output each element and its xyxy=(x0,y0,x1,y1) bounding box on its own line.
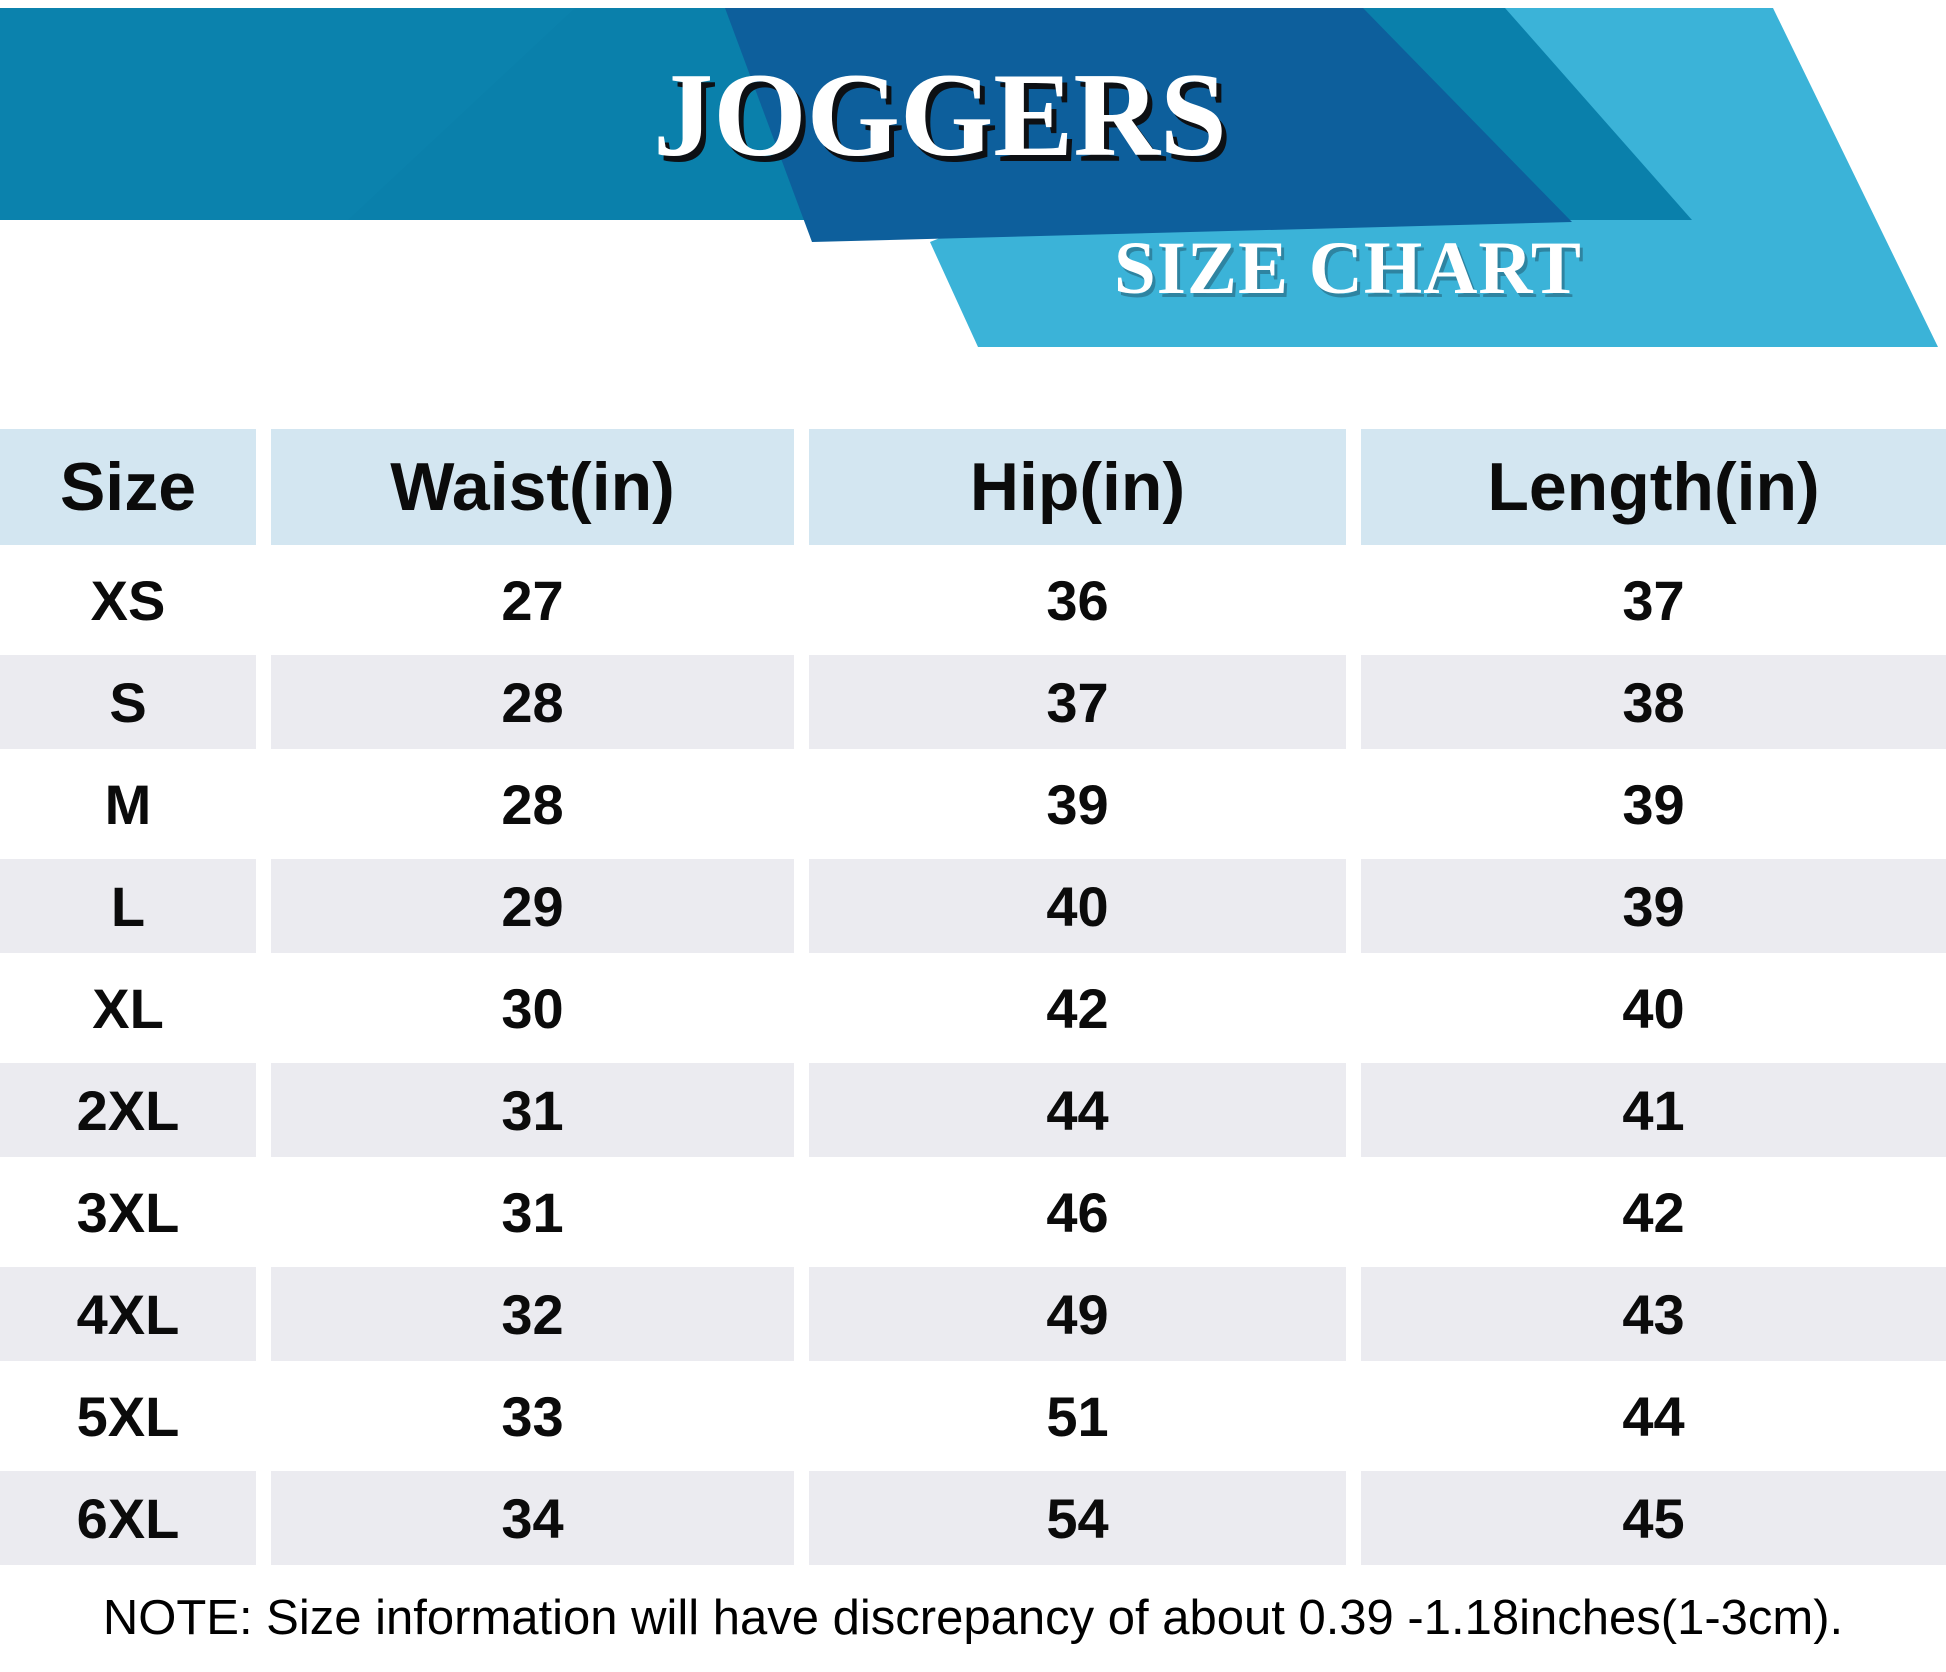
dark-ribbon-shape xyxy=(725,8,1572,242)
column-header-size: Size xyxy=(0,429,256,545)
length-cell: 45 xyxy=(1361,1471,1946,1565)
waist-cell: 31 xyxy=(271,1063,794,1157)
waist-cell: 30 xyxy=(271,961,794,1055)
waist-cell: 31 xyxy=(271,1165,794,1259)
size-chart-table: Size Waist(in) Hip(in) Length(in) XS 27 … xyxy=(0,429,1946,1565)
page-subtitle: SIZE CHART xyxy=(1114,227,1582,310)
waist-cell: 29 xyxy=(271,859,794,953)
header-banner-graphic xyxy=(0,8,1938,347)
size-cell: 2XL xyxy=(0,1063,256,1157)
size-cell: XL xyxy=(0,961,256,1055)
banner-highlight-shape xyxy=(0,8,575,220)
waist-cell: 28 xyxy=(271,757,794,851)
size-cell: 5XL xyxy=(0,1369,256,1463)
hip-cell: 54 xyxy=(809,1471,1346,1565)
length-cell: 42 xyxy=(1361,1165,1946,1259)
size-cell: L xyxy=(0,859,256,953)
size-note: NOTE: Size information will have discrep… xyxy=(102,1591,1844,1645)
size-cell: XS xyxy=(0,553,256,647)
hip-cell: 49 xyxy=(809,1267,1346,1361)
hip-cell: 44 xyxy=(809,1063,1346,1157)
size-cell: 6XL xyxy=(0,1471,256,1565)
length-cell: 39 xyxy=(1361,859,1946,953)
hip-cell: 39 xyxy=(809,757,1346,851)
size-cell: M xyxy=(0,757,256,851)
column-header-length: Length(in) xyxy=(1361,429,1946,545)
length-cell: 43 xyxy=(1361,1267,1946,1361)
hip-cell: 42 xyxy=(809,961,1346,1055)
length-cell: 39 xyxy=(1361,757,1946,851)
waist-cell: 27 xyxy=(271,553,794,647)
length-cell: 38 xyxy=(1361,655,1946,749)
size-cell: S xyxy=(0,655,256,749)
size-cell: 3XL xyxy=(0,1165,256,1259)
hip-cell: 37 xyxy=(809,655,1346,749)
column-header-hip: Hip(in) xyxy=(809,429,1346,545)
hip-cell: 40 xyxy=(809,859,1346,953)
column-header-waist: Waist(in) xyxy=(271,429,794,545)
waist-cell: 33 xyxy=(271,1369,794,1463)
hip-cell: 36 xyxy=(809,553,1346,647)
length-cell: 41 xyxy=(1361,1063,1946,1157)
waist-cell: 34 xyxy=(271,1471,794,1565)
hip-cell: 51 xyxy=(809,1369,1346,1463)
length-cell: 40 xyxy=(1361,961,1946,1055)
waist-cell: 32 xyxy=(271,1267,794,1361)
size-cell: 4XL xyxy=(0,1267,256,1361)
length-cell: 37 xyxy=(1361,553,1946,647)
waist-cell: 28 xyxy=(271,655,794,749)
hip-cell: 46 xyxy=(809,1165,1346,1259)
length-cell: 44 xyxy=(1361,1369,1946,1463)
page-title: JOGGERS xyxy=(653,48,1227,181)
